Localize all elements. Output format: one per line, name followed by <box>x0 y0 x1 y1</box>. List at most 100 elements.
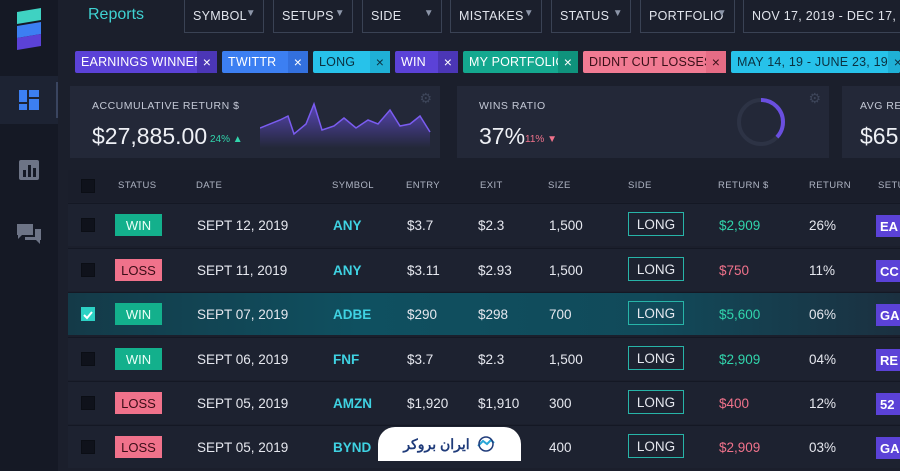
exit-cell: $2.93 <box>478 263 512 278</box>
select-all-checkbox[interactable] <box>81 179 95 193</box>
filter-label: PORTFOLIO <box>649 9 724 23</box>
stat-card-wins-ratio: ⚙ WINS RATIO 37% 11% ▼ <box>457 86 829 158</box>
filter-side[interactable]: SIDE ▼ <box>362 0 442 33</box>
row-checkbox[interactable] <box>81 396 95 410</box>
checkmark-icon <box>83 311 93 320</box>
size-cell: 700 <box>549 307 572 322</box>
chat-icon <box>17 224 41 244</box>
sidebar-item-messages[interactable] <box>0 210 58 258</box>
chevron-down-icon: ▼ <box>334 8 345 19</box>
symbol-cell[interactable]: ANY <box>333 218 362 233</box>
filter-mistakes[interactable]: MISTAKES ▼ <box>450 0 542 33</box>
chevron-down-icon: ▼ <box>523 8 534 19</box>
row-checkbox[interactable] <box>81 263 95 277</box>
column-header[interactable]: RETURN $ <box>718 180 769 191</box>
filter-portfolio[interactable]: PORTFOLIO ▼ <box>640 0 735 33</box>
column-header[interactable]: SETU <box>878 180 900 191</box>
row-checkbox[interactable] <box>81 440 95 454</box>
filter-chip: LONG × <box>313 51 390 73</box>
exit-cell: $2.3 <box>478 218 505 233</box>
date-cell: SEPT 05, 2019 <box>197 396 289 411</box>
stat-value: $27,885.00 <box>92 123 208 149</box>
table-header: STATUS DATE SYMBOL ENTRY EXIT SIZE SIDE … <box>68 170 900 202</box>
table-row[interactable]: LOSS SEPT 11, 2019 ANY $3.11 $2.93 1,500 LONG $… <box>68 248 900 291</box>
close-icon[interactable]: × <box>438 51 458 73</box>
return-pct-cell: 12% <box>809 396 837 411</box>
table-row[interactable]: WIN SEPT 12, 2019 ANY $3.7 $2.3 1,500 LONG $2,9… <box>68 203 900 246</box>
setup-badge: GA <box>876 304 900 326</box>
sidebar-item-dashboard[interactable] <box>0 76 58 124</box>
size-cell: 1,500 <box>549 352 583 367</box>
filter-status[interactable]: STATUS ▼ <box>551 0 631 33</box>
chevron-down-icon: ▼ <box>716 8 727 19</box>
row-checkbox[interactable] <box>81 307 95 321</box>
app-logo-icon[interactable] <box>13 8 45 50</box>
date-cell: SEPT 07, 2019 <box>197 307 289 322</box>
status-badge: WIN <box>115 303 162 325</box>
return-usd-cell: $2,909 <box>719 218 761 233</box>
column-header[interactable]: SYMBOL <box>332 180 374 191</box>
column-header[interactable]: EXIT <box>480 180 503 191</box>
table-row[interactable]: WIN SEPT 06, 2019 FNF $3.7 $2.3 1,500 LONG $2,9… <box>68 337 900 380</box>
filter-chip: DIDNT CUT LOSSES × <box>583 51 726 73</box>
row-checkbox[interactable] <box>81 352 95 366</box>
column-header[interactable]: STATUS <box>118 180 157 191</box>
close-icon[interactable]: × <box>558 51 578 73</box>
side-badge: LONG <box>628 212 684 236</box>
arrow-down-icon: ▼ <box>547 134 557 145</box>
watermark-logo: ایران بروکر <box>378 427 521 461</box>
column-header[interactable]: ENTRY <box>406 180 441 191</box>
chip-label: MY PORTFOLIO <box>469 55 566 69</box>
exit-cell: $298 <box>478 307 509 322</box>
close-icon[interactable]: × <box>197 51 217 73</box>
filter-setups[interactable]: SETUPS ▼ <box>273 0 353 33</box>
close-icon[interactable]: × <box>888 51 900 73</box>
filter-symbol[interactable]: SYMBOL ▼ <box>184 0 264 33</box>
symbol-cell[interactable]: BYND <box>333 440 372 455</box>
symbol-cell[interactable]: ANY <box>333 263 362 278</box>
status-badge: WIN <box>115 348 162 370</box>
close-icon[interactable]: × <box>288 51 308 73</box>
filter-chip: MAY 14, 19 - JUNE 23, 19 × <box>731 51 900 73</box>
return-usd-cell: $2,909 <box>719 440 761 455</box>
bar-chart-icon <box>19 160 39 180</box>
column-header[interactable]: SIZE <box>548 180 571 191</box>
entry-cell: $290 <box>407 307 438 322</box>
stat-delta: 24% ▲ <box>210 134 243 145</box>
table-row[interactable]: LOSS SEPT 05, 2019 AMZN $1,920 $1,910 300 LONG… <box>68 381 900 424</box>
stat-delta-value: 24% <box>210 134 231 145</box>
entry-cell: $3.7 <box>407 352 434 367</box>
gear-icon[interactable]: ⚙ <box>808 90 821 106</box>
column-header[interactable]: DATE <box>196 180 223 191</box>
date-cell: SEPT 05, 2019 <box>197 440 289 455</box>
filter-label: NOV 17, 2019 - DEC 17, 2019 <box>752 9 900 23</box>
symbol-cell[interactable]: ADBE <box>333 307 372 322</box>
date-cell: SEPT 11, 2019 <box>197 263 288 278</box>
status-badge: LOSS <box>115 436 162 458</box>
row-checkbox[interactable] <box>81 218 95 232</box>
sidebar-item-reports[interactable] <box>0 146 58 194</box>
dashboard-icon <box>19 90 39 110</box>
gear-icon[interactable]: ⚙ <box>419 90 432 106</box>
stat-label: AVG RE <box>860 100 900 112</box>
filter-date-range[interactable]: NOV 17, 2019 - DEC 17, 2019 <box>743 0 900 33</box>
wins-ratio-ring <box>737 98 785 146</box>
chip-label: MAY 14, 19 - JUNE 23, 19 <box>737 55 888 69</box>
close-icon[interactable]: × <box>706 51 726 73</box>
stat-value: $65 <box>860 123 899 149</box>
symbol-cell[interactable]: AMZN <box>333 396 372 411</box>
status-badge: WIN <box>115 214 162 236</box>
entry-cell: $1,920 <box>407 396 449 411</box>
table-row[interactable]: WIN SEPT 07, 2019 ADBE $290 $298 700 LONG $5,60… <box>68 292 900 335</box>
column-header[interactable]: RETURN <box>809 180 851 191</box>
chevron-down-icon: ▼ <box>612 8 623 19</box>
page-title: Reports <box>88 6 145 23</box>
close-icon[interactable]: × <box>370 51 390 73</box>
date-cell: SEPT 12, 2019 <box>197 218 289 233</box>
chip-label: WIN <box>401 55 426 69</box>
filter-chip: EARNINGS WINNER × <box>75 51 217 73</box>
stat-label: ACCUMULATIVE RETURN $ <box>92 100 240 112</box>
column-header[interactable]: SIDE <box>628 180 652 191</box>
side-badge: LONG <box>628 301 684 325</box>
symbol-cell[interactable]: FNF <box>333 352 360 367</box>
